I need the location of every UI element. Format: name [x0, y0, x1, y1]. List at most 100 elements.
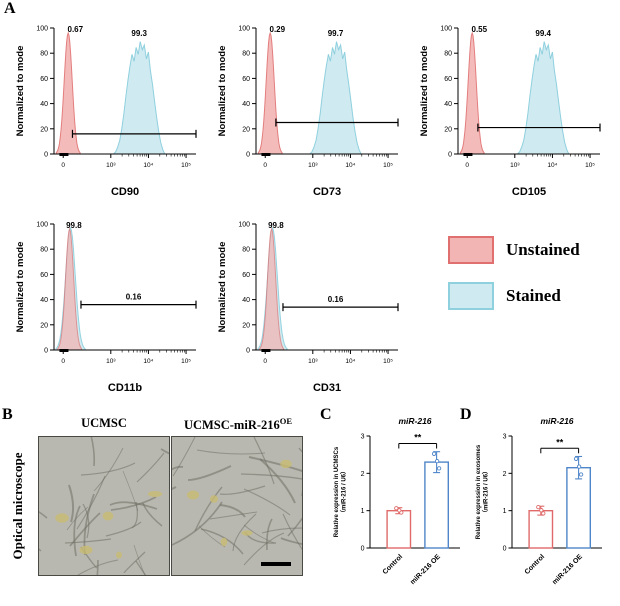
- svg-text:60: 60: [40, 272, 48, 279]
- svg-text:40: 40: [40, 101, 48, 108]
- svg-text:miR-216: miR-216: [540, 416, 573, 426]
- svg-text:2: 2: [361, 471, 365, 478]
- svg-text:99.7: 99.7: [328, 29, 344, 38]
- svg-text:100: 100: [440, 26, 452, 33]
- svg-text:60: 60: [242, 76, 250, 83]
- svg-text:0.16: 0.16: [126, 293, 142, 302]
- svg-text:20: 20: [40, 126, 48, 133]
- svg-text:CD105: CD105: [512, 186, 546, 198]
- svg-text:10⁴: 10⁴: [345, 358, 355, 365]
- svg-text:80: 80: [40, 51, 48, 58]
- legend-item-unstained: Unstained: [448, 236, 580, 264]
- svg-text:0: 0: [44, 348, 48, 355]
- svg-text:80: 80: [242, 51, 250, 58]
- svg-text:（miR-216 / U6）: （miR-216 / U6）: [340, 468, 348, 516]
- svg-text:10³: 10³: [106, 162, 116, 169]
- svg-text:3: 3: [503, 434, 507, 441]
- flow-histogram-cd31: 0 20 40 60 80 100 0 10³ 10⁴ 10⁵ 99.8 0.16 Normalized…: [216, 204, 408, 396]
- svg-text:40: 40: [444, 101, 452, 108]
- svg-text:10⁴: 10⁴: [547, 162, 557, 169]
- micro-image-ucmsc-oe: [171, 436, 303, 576]
- micro-image-ucmsc: [38, 436, 170, 576]
- svg-text:10⁴: 10⁴: [143, 162, 153, 169]
- svg-text:Normalized to mode: Normalized to mode: [217, 242, 228, 333]
- svg-text:0: 0: [61, 162, 65, 169]
- svg-text:Control: Control: [382, 553, 405, 576]
- svg-text:10⁴: 10⁴: [143, 358, 153, 365]
- svg-text:2: 2: [503, 471, 507, 478]
- svg-text:0: 0: [61, 358, 65, 365]
- svg-text:0: 0: [263, 162, 267, 169]
- svg-text:100: 100: [36, 222, 48, 229]
- svg-text:60: 60: [242, 272, 250, 279]
- svg-text:10³: 10³: [510, 162, 520, 169]
- unstained-swatch: [448, 236, 494, 264]
- svg-text:3: 3: [361, 434, 365, 441]
- svg-text:20: 20: [40, 322, 48, 329]
- legend: Unstained Stained: [448, 236, 580, 310]
- svg-text:Normalized to mode: Normalized to mode: [217, 46, 228, 137]
- svg-text:miR-216 OE: miR-216 OE: [409, 553, 442, 586]
- svg-text:Relative expression in exosome: Relative expression in exosomes: [476, 444, 482, 539]
- legend-label-unstained: Unstained: [506, 240, 580, 259]
- svg-text:CD31: CD31: [313, 382, 341, 394]
- svg-text:10⁵: 10⁵: [383, 162, 393, 169]
- svg-text:miR-216: miR-216: [398, 416, 431, 426]
- svg-text:10⁵: 10⁵: [585, 162, 595, 169]
- svg-text:**: **: [414, 433, 422, 443]
- svg-text:miR-216 OE: miR-216 OE: [551, 553, 584, 586]
- legend-item-stained: Stained: [448, 282, 580, 310]
- optical-microscope-label: Optical microscope: [10, 452, 25, 560]
- micro-title-oe-superscript: OE: [279, 416, 293, 426]
- svg-text:99.4: 99.4: [535, 29, 551, 38]
- stained-swatch: [448, 282, 494, 310]
- svg-text:0.16: 0.16: [328, 295, 344, 304]
- bar-chart-ucmsc-expression: 0 1 2 3 Control miR-216 OE ** miR-216 Relative e…: [330, 412, 470, 600]
- svg-text:40: 40: [242, 297, 250, 304]
- svg-text:Relative expression in UCMSCs: Relative expression in UCMSCs: [334, 446, 340, 537]
- svg-text:0: 0: [263, 358, 267, 365]
- svg-text:0: 0: [503, 546, 507, 553]
- svg-text:10⁵: 10⁵: [181, 358, 191, 365]
- svg-text:99.3: 99.3: [131, 29, 147, 38]
- micro-title-ucmsc-oe: UCMSC-miR-216OE: [171, 416, 305, 433]
- svg-text:0: 0: [361, 546, 365, 553]
- svg-text:10³: 10³: [308, 162, 318, 169]
- panel-a-label: A: [4, 0, 16, 17]
- svg-text:60: 60: [40, 76, 48, 83]
- svg-text:10³: 10³: [308, 358, 318, 365]
- micro-title-ucmsc: UCMSC: [81, 416, 127, 430]
- legend-label-stained: Stained: [506, 286, 561, 305]
- svg-text:CD11b: CD11b: [108, 382, 143, 394]
- svg-text:99.8: 99.8: [66, 221, 82, 230]
- svg-text:80: 80: [444, 51, 452, 58]
- svg-text:CD90: CD90: [111, 186, 139, 198]
- svg-text:10⁴: 10⁴: [345, 162, 355, 169]
- flow-histogram-cd105: 0 20 40 60 80 100 0 10³ 10⁴ 10⁵ 0.55 99.4 Normalized…: [418, 8, 610, 200]
- flow-histogram-cd90: 0 20 40 60 80 100 0 10³ 10⁴ 10⁵ 0.67 99.3 Normalized…: [14, 8, 206, 200]
- svg-text:0.29: 0.29: [270, 25, 286, 34]
- svg-text:100: 100: [238, 222, 250, 229]
- svg-text:10⁵: 10⁵: [383, 358, 393, 365]
- svg-text:100: 100: [238, 26, 250, 33]
- svg-text:Control: Control: [524, 553, 547, 576]
- svg-text:60: 60: [444, 76, 452, 83]
- svg-text:0.55: 0.55: [472, 25, 488, 34]
- svg-text:0: 0: [246, 348, 250, 355]
- svg-text:80: 80: [40, 247, 48, 254]
- svg-text:（miR-216 / U6）: （miR-216 / U6）: [482, 468, 490, 516]
- svg-text:Normalized to mode: Normalized to mode: [419, 46, 430, 137]
- panel-d-label: D: [460, 406, 472, 423]
- svg-text:Normalized to mode: Normalized to mode: [15, 46, 26, 137]
- svg-text:1: 1: [361, 508, 365, 515]
- svg-text:0: 0: [448, 152, 452, 159]
- svg-text:0: 0: [44, 152, 48, 159]
- svg-text:40: 40: [40, 297, 48, 304]
- flow-histogram-cd73: 0 20 40 60 80 100 0 10³ 10⁴ 10⁵ 0.29 99.7 Normalized…: [216, 8, 408, 200]
- svg-text:10⁵: 10⁵: [181, 162, 191, 169]
- bar-chart-exosome-expression: 0 1 2 3 Control miR-216 OE ** miR-216 Relative e…: [472, 412, 612, 600]
- svg-text:100: 100: [36, 26, 48, 33]
- svg-text:80: 80: [242, 247, 250, 254]
- svg-text:Normalized to mode: Normalized to mode: [15, 242, 26, 333]
